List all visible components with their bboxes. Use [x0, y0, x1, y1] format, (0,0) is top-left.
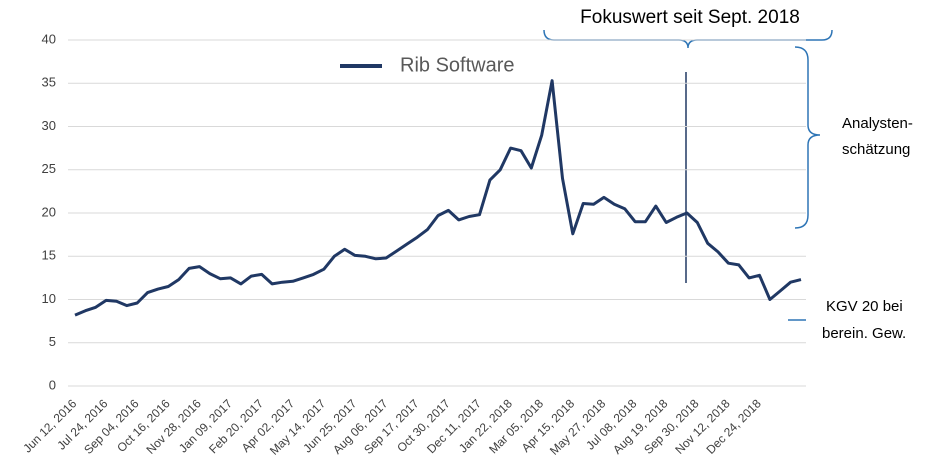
annotation: Analysten-: [842, 115, 913, 132]
y-tick-label: 30: [42, 118, 56, 133]
focus-bracket: [543, 29, 833, 49]
annotation: berein. Gew.: [822, 325, 906, 342]
y-tick-label: 35: [42, 75, 56, 90]
y-tick-label: 15: [42, 248, 56, 263]
estimate-brace: [794, 46, 821, 229]
legend-label: Rib Software: [400, 54, 515, 76]
annotation: schätzung: [842, 141, 910, 158]
y-tick-label: 25: [42, 161, 56, 176]
y-tick-label: 10: [42, 291, 56, 306]
data-line: [74, 79, 802, 317]
y-tick-label: 5: [49, 334, 56, 349]
y-tick-label: 0: [49, 377, 56, 392]
x-tick-label: Dec 24, 2018: [703, 396, 764, 457]
annotation: KGV 20 bei: [826, 298, 903, 315]
y-tick-label: 40: [42, 31, 56, 46]
focus-label: Fokuswert seit Sept. 2018: [580, 7, 800, 28]
y-tick-label: 20: [42, 204, 56, 219]
